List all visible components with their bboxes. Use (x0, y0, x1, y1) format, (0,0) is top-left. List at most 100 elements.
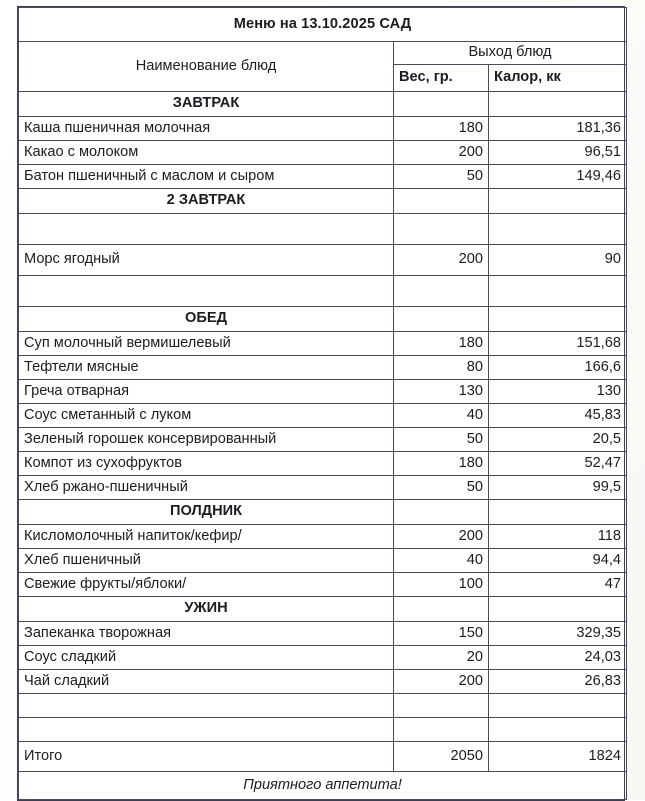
footer-row: Приятного аппетита! (17, 771, 628, 800)
dish-calories: 151,68 (487, 331, 628, 356)
dish-calories: 118 (487, 524, 628, 549)
dish-name: Тефтели мясные (18, 355, 394, 380)
section-title-lunch: ОБЕД (18, 306, 394, 332)
table-row: Морс ягодный 200 90 (18, 244, 628, 276)
title-row: Меню на 13.10.2025 САД (17, 7, 628, 42)
dish-weight: 200 (393, 140, 489, 165)
dish-calories: 130 (487, 379, 628, 404)
table-row: Соус сладкий 20 24,03 (18, 645, 628, 670)
dish-name: Кисломолочный напиток/кефир/ (18, 524, 394, 549)
column-header-output-group: Выход блюд (392, 41, 628, 65)
dish-weight (393, 275, 489, 307)
dish-name (18, 213, 394, 245)
dish-weight: 20 (393, 645, 489, 670)
total-row: Итого 2050 1824 (18, 741, 628, 772)
section-title-second-breakfast: 2 ЗАВТРАК (18, 188, 394, 214)
dish-weight: 200 (393, 524, 489, 549)
section-weight-blank (393, 188, 489, 214)
table-row: Греча отварная 130 130 (18, 379, 628, 404)
dish-name: Свежие фрукты/яблоки/ (18, 572, 394, 597)
section-header-row: ЗАВТРАК (18, 91, 628, 117)
dish-weight (393, 213, 489, 245)
dish-name: Соус сладкий (18, 645, 394, 670)
section-header-row: 2 ЗАВТРАК (18, 188, 628, 214)
dish-weight: 50 (393, 475, 489, 500)
dish-weight (393, 717, 489, 742)
section-header-row: ПОЛДНИК (18, 499, 628, 525)
dish-calories: 166,6 (487, 355, 628, 380)
table-row: Тефтели мясные 80 166,6 (18, 355, 628, 380)
table-row: Соус сметанный с луком 40 45,83 (18, 403, 628, 428)
dish-name: Батон пшеничный с маслом и сыром (18, 164, 394, 189)
section-weight-blank (393, 596, 489, 622)
section-weight-blank (393, 91, 489, 117)
dish-calories: 47 (487, 572, 628, 597)
dish-name: Хлеб ржано-пшеничный (18, 475, 394, 500)
spacer-row (18, 693, 628, 718)
dish-name: Зеленый горошек консервированный (18, 427, 394, 452)
dish-name: Чай сладкий (18, 669, 394, 694)
dish-weight: 50 (393, 427, 489, 452)
spacer-row (18, 717, 628, 742)
dish-calories (487, 693, 628, 718)
dish-weight: 180 (393, 331, 489, 356)
dish-weight: 80 (393, 355, 489, 380)
dish-weight: 130 (393, 379, 489, 404)
dish-calories: 181,36 (487, 116, 628, 141)
dish-calories: 94,4 (487, 548, 628, 573)
page-title: Меню на 13.10.2025 САД (17, 7, 628, 42)
dish-calories: 20,5 (487, 427, 628, 452)
dish-name: Суп молочный вермишелевый (18, 331, 394, 356)
table-row: Свежие фрукты/яблоки/ 100 47 (18, 572, 628, 597)
dish-name: Запеканка творожная (18, 621, 394, 646)
column-header-name: Наименование блюд (18, 41, 394, 92)
section-title-dinner: УЖИН (18, 596, 394, 622)
table-row: Суп молочный вермишелевый 180 151,68 (18, 331, 628, 356)
dish-calories: 149,46 (487, 164, 628, 189)
table-row: Хлеб пшеничный 40 94,4 (18, 548, 628, 573)
dish-calories (487, 275, 628, 307)
dish-name (18, 275, 394, 307)
dish-calories (487, 717, 628, 742)
spacer-row (18, 275, 628, 307)
total-calories: 1824 (487, 741, 628, 772)
dish-name: Греча отварная (18, 379, 394, 404)
header-row-group: Наименование блюд Выход блюд (18, 41, 628, 92)
section-header-row: УЖИН (18, 596, 628, 622)
table-row: Батон пшеничный с маслом и сыром 50 149,… (18, 164, 628, 189)
menu-sheet: Меню на 13.10.2025 САД Наименование блюд… (17, 6, 628, 801)
header-row-sub: Вес, гр. Калор, кк (19, 64, 628, 92)
dish-name: Соус сметанный с луком (18, 403, 394, 428)
dish-name: Каша пшеничная молочная (18, 116, 394, 141)
table-row: Запеканка творожная 150 329,35 (18, 621, 628, 646)
section-calories-blank (487, 499, 628, 525)
table-row: Компот из сухофруктов 180 52,47 (18, 451, 628, 476)
section-weight-blank (393, 306, 489, 332)
dish-calories: 24,03 (487, 645, 628, 670)
total-label: Итого (18, 741, 394, 772)
bon-appetit-note: Приятного аппетита! (17, 771, 628, 800)
dish-calories: 96,51 (487, 140, 628, 165)
section-title-breakfast: ЗАВТРАК (18, 91, 394, 117)
table-row: Кисломолочный напиток/кефир/ 200 118 (18, 524, 628, 549)
table-row: Зеленый горошек консервированный 50 20,5 (18, 427, 628, 452)
section-title-afternoon-snack: ПОЛДНИК (18, 499, 394, 525)
dish-weight: 200 (393, 244, 489, 276)
dish-calories: 90 (487, 244, 628, 276)
spacer-row (18, 213, 628, 245)
dish-weight: 40 (393, 403, 489, 428)
dish-name (18, 717, 394, 742)
dish-weight: 40 (393, 548, 489, 573)
dish-weight: 200 (393, 669, 489, 694)
section-calories-blank (487, 188, 628, 214)
dish-calories: 329,35 (487, 621, 628, 646)
dish-calories: 99,5 (487, 475, 628, 500)
table-row: Каша пшеничная молочная 180 181,36 (18, 116, 628, 141)
dish-weight: 100 (393, 572, 489, 597)
dish-weight: 180 (393, 116, 489, 141)
dish-calories: 26,83 (487, 669, 628, 694)
section-calories-blank (487, 306, 628, 332)
dish-name (18, 693, 394, 718)
dish-calories: 52,47 (487, 451, 628, 476)
dish-calories: 45,83 (487, 403, 628, 428)
